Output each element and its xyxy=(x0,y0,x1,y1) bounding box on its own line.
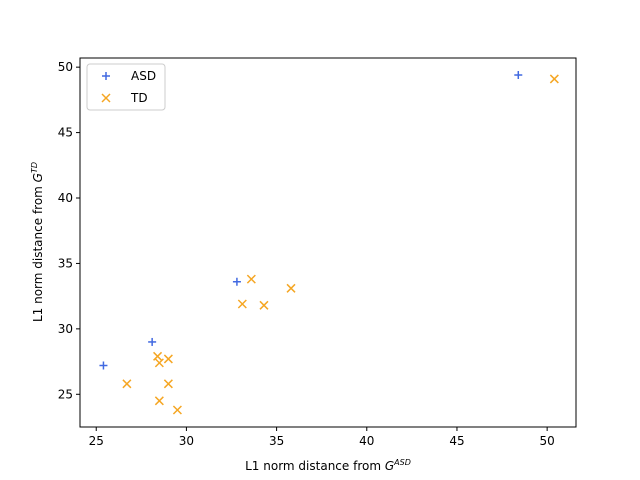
legend-label-asd: ASD xyxy=(131,69,156,83)
legend-label-td: TD xyxy=(130,91,148,105)
x-tick-label: 50 xyxy=(540,434,555,448)
data-point-td xyxy=(172,405,182,415)
x-tick-label: 25 xyxy=(89,434,104,448)
x-axis-label-base: G xyxy=(385,459,394,473)
y-tick-label: 35 xyxy=(58,256,73,270)
y-axis-ticks: 25 30 35 40 45 50 xyxy=(58,60,80,401)
data-point-td xyxy=(286,283,296,293)
x-tick-label: 35 xyxy=(269,434,284,448)
y-tick-label: 25 xyxy=(58,387,73,401)
data-point-asd xyxy=(232,277,241,286)
y-axis-label: L1 norm distance from GTD xyxy=(30,162,45,322)
data-points xyxy=(99,71,559,415)
data-point-td xyxy=(154,358,164,368)
y-tick-label: 50 xyxy=(58,60,73,74)
data-point-td xyxy=(549,74,559,84)
data-point-td xyxy=(163,354,173,364)
legend-marker-td xyxy=(101,93,111,103)
x-axis-label-prefix: L1 norm distance from xyxy=(245,459,385,473)
data-point-td xyxy=(237,299,247,309)
y-tick-label: 40 xyxy=(58,191,73,205)
y-tick-label: 45 xyxy=(58,126,73,140)
data-point-td xyxy=(153,351,163,361)
data-point-td xyxy=(154,396,164,406)
x-axis-ticks: 25 30 35 40 45 50 xyxy=(89,427,555,448)
x-tick-label: 45 xyxy=(449,434,464,448)
data-point-td xyxy=(163,379,173,389)
x-axis-label: L1 norm distance from GASD xyxy=(245,458,411,473)
y-tick-label: 30 xyxy=(58,322,73,336)
x-tick-label: 30 xyxy=(179,434,194,448)
data-point-td xyxy=(259,300,269,310)
y-axis-label-prefix: L1 norm distance from xyxy=(31,182,45,322)
data-point-asd xyxy=(148,337,157,346)
data-point-td xyxy=(122,379,132,389)
plot-area xyxy=(79,57,577,428)
legend: ASD TD xyxy=(86,63,166,111)
x-axis-label-sup: ASD xyxy=(393,458,411,467)
y-axis-label-sup: TD xyxy=(30,162,39,173)
legend-marker-asd xyxy=(102,72,110,80)
y-axis-label-base: G xyxy=(31,173,45,182)
data-point-td xyxy=(246,274,256,284)
x-tick-label: 40 xyxy=(359,434,374,448)
data-point-asd xyxy=(99,361,108,370)
data-point-asd xyxy=(514,71,523,80)
